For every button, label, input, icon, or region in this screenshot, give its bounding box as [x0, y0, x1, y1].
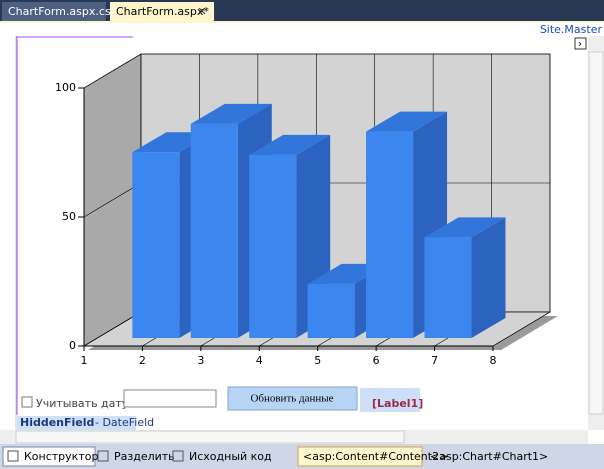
x-tick-label: 1 [81, 354, 88, 367]
bar-front [307, 283, 355, 338]
y-tick-label: 100 [55, 81, 76, 94]
icon [97, 450, 109, 462]
h-scroll-thumb[interactable] [15, 430, 405, 444]
bar-front [190, 123, 238, 338]
x-tick-label: 8 [490, 354, 497, 367]
label-bg [360, 388, 420, 412]
chart: 0 50 100 1 2 3 4 5 6 7 8 [55, 53, 558, 367]
x-tick-label: 2 [139, 354, 146, 367]
bar-top [249, 134, 331, 155]
bar-top [424, 217, 506, 238]
bar-side [471, 217, 506, 338]
tab-close[interactable]: ✕ [197, 5, 206, 18]
y-tick-label: 50 [62, 210, 76, 223]
y-tick-label: 0 [69, 339, 76, 352]
x-tick-label: 7 [431, 354, 438, 367]
view-button[interactable]: Исходный код [189, 450, 272, 463]
x-tick-label: 6 [373, 354, 380, 367]
bar-front [249, 154, 297, 338]
breadcrumb-active[interactable] [297, 446, 423, 467]
button[interactable] [227, 386, 358, 411]
icon [7, 450, 19, 462]
v-scroll-thumb[interactable] [588, 51, 604, 415]
checkbox-label[interactable]: Учитывать дату [36, 397, 129, 410]
bar [424, 217, 506, 338]
x-tick-label: 3 [197, 354, 204, 367]
breadcrumb[interactable]: <asp:Chart#Chart1> [430, 450, 548, 463]
view-button[interactable]: Конструктор [24, 450, 98, 463]
hidden-field-id: - DateField [95, 416, 154, 429]
smart-tag-icon[interactable]: › [578, 37, 582, 50]
tab-active[interactable] [110, 2, 214, 21]
icon [172, 450, 184, 462]
button-label[interactable]: Обновить данные [250, 393, 333, 405]
textbox[interactable] [123, 389, 217, 408]
hidden-field-bg [17, 416, 136, 430]
x-tick-label: 4 [256, 354, 263, 367]
smart-tag[interactable] [574, 37, 587, 50]
breadcrumb[interactable]: <asp:Content#Content2> [303, 450, 448, 463]
bar-front [366, 131, 414, 338]
tab[interactable] [2, 2, 106, 21]
hidden-field: HiddenField [20, 416, 94, 429]
bar [249, 134, 331, 338]
tab-label[interactable]: ChartForm.aspx.cs [8, 5, 111, 18]
bar-front [424, 237, 472, 338]
bar-top [366, 111, 448, 132]
bar-front [132, 152, 180, 338]
view-button[interactable]: Разделить [114, 450, 175, 463]
checkbox[interactable] [21, 396, 33, 408]
bar-top [190, 103, 272, 124]
master-link[interactable]: Site.Master [540, 23, 603, 36]
label: [Label1] [372, 397, 423, 410]
x-tick-label: 5 [314, 354, 321, 367]
view-button-active[interactable] [2, 446, 96, 467]
tab-label[interactable]: ChartForm.aspx* [116, 5, 209, 18]
tab-underline [0, 21, 604, 23]
grid-line [492, 54, 551, 347]
